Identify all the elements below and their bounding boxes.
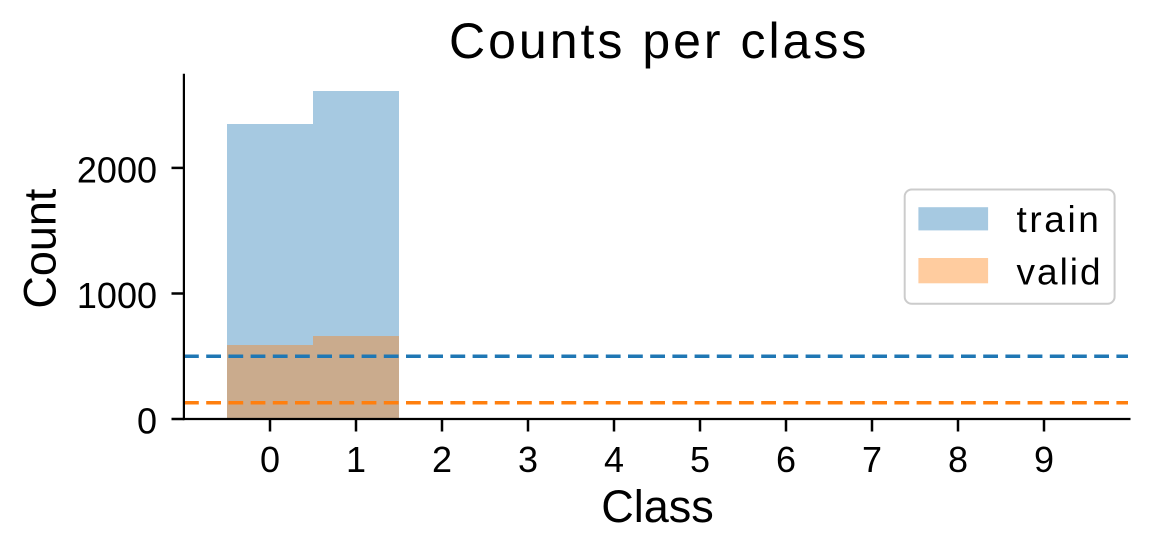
svg-text:8: 8 <box>948 439 968 480</box>
svg-text:train: train <box>1017 199 1102 240</box>
svg-text:0: 0 <box>137 401 157 442</box>
svg-text:2: 2 <box>432 439 452 480</box>
svg-text:6: 6 <box>776 439 796 480</box>
svg-text:4: 4 <box>604 439 624 480</box>
svg-text:valid: valid <box>1017 251 1103 292</box>
svg-text:1000: 1000 <box>77 275 157 316</box>
svg-text:0: 0 <box>260 439 280 480</box>
svg-text:Class: Class <box>601 481 714 532</box>
svg-text:Counts per class: Counts per class <box>449 13 869 69</box>
svg-text:5: 5 <box>690 439 710 480</box>
svg-text:Count: Count <box>14 188 65 309</box>
svg-text:9: 9 <box>1034 439 1054 480</box>
svg-text:1: 1 <box>346 439 366 480</box>
svg-text:3: 3 <box>518 439 538 480</box>
svg-text:2000: 2000 <box>77 149 157 190</box>
svg-text:7: 7 <box>862 439 882 480</box>
